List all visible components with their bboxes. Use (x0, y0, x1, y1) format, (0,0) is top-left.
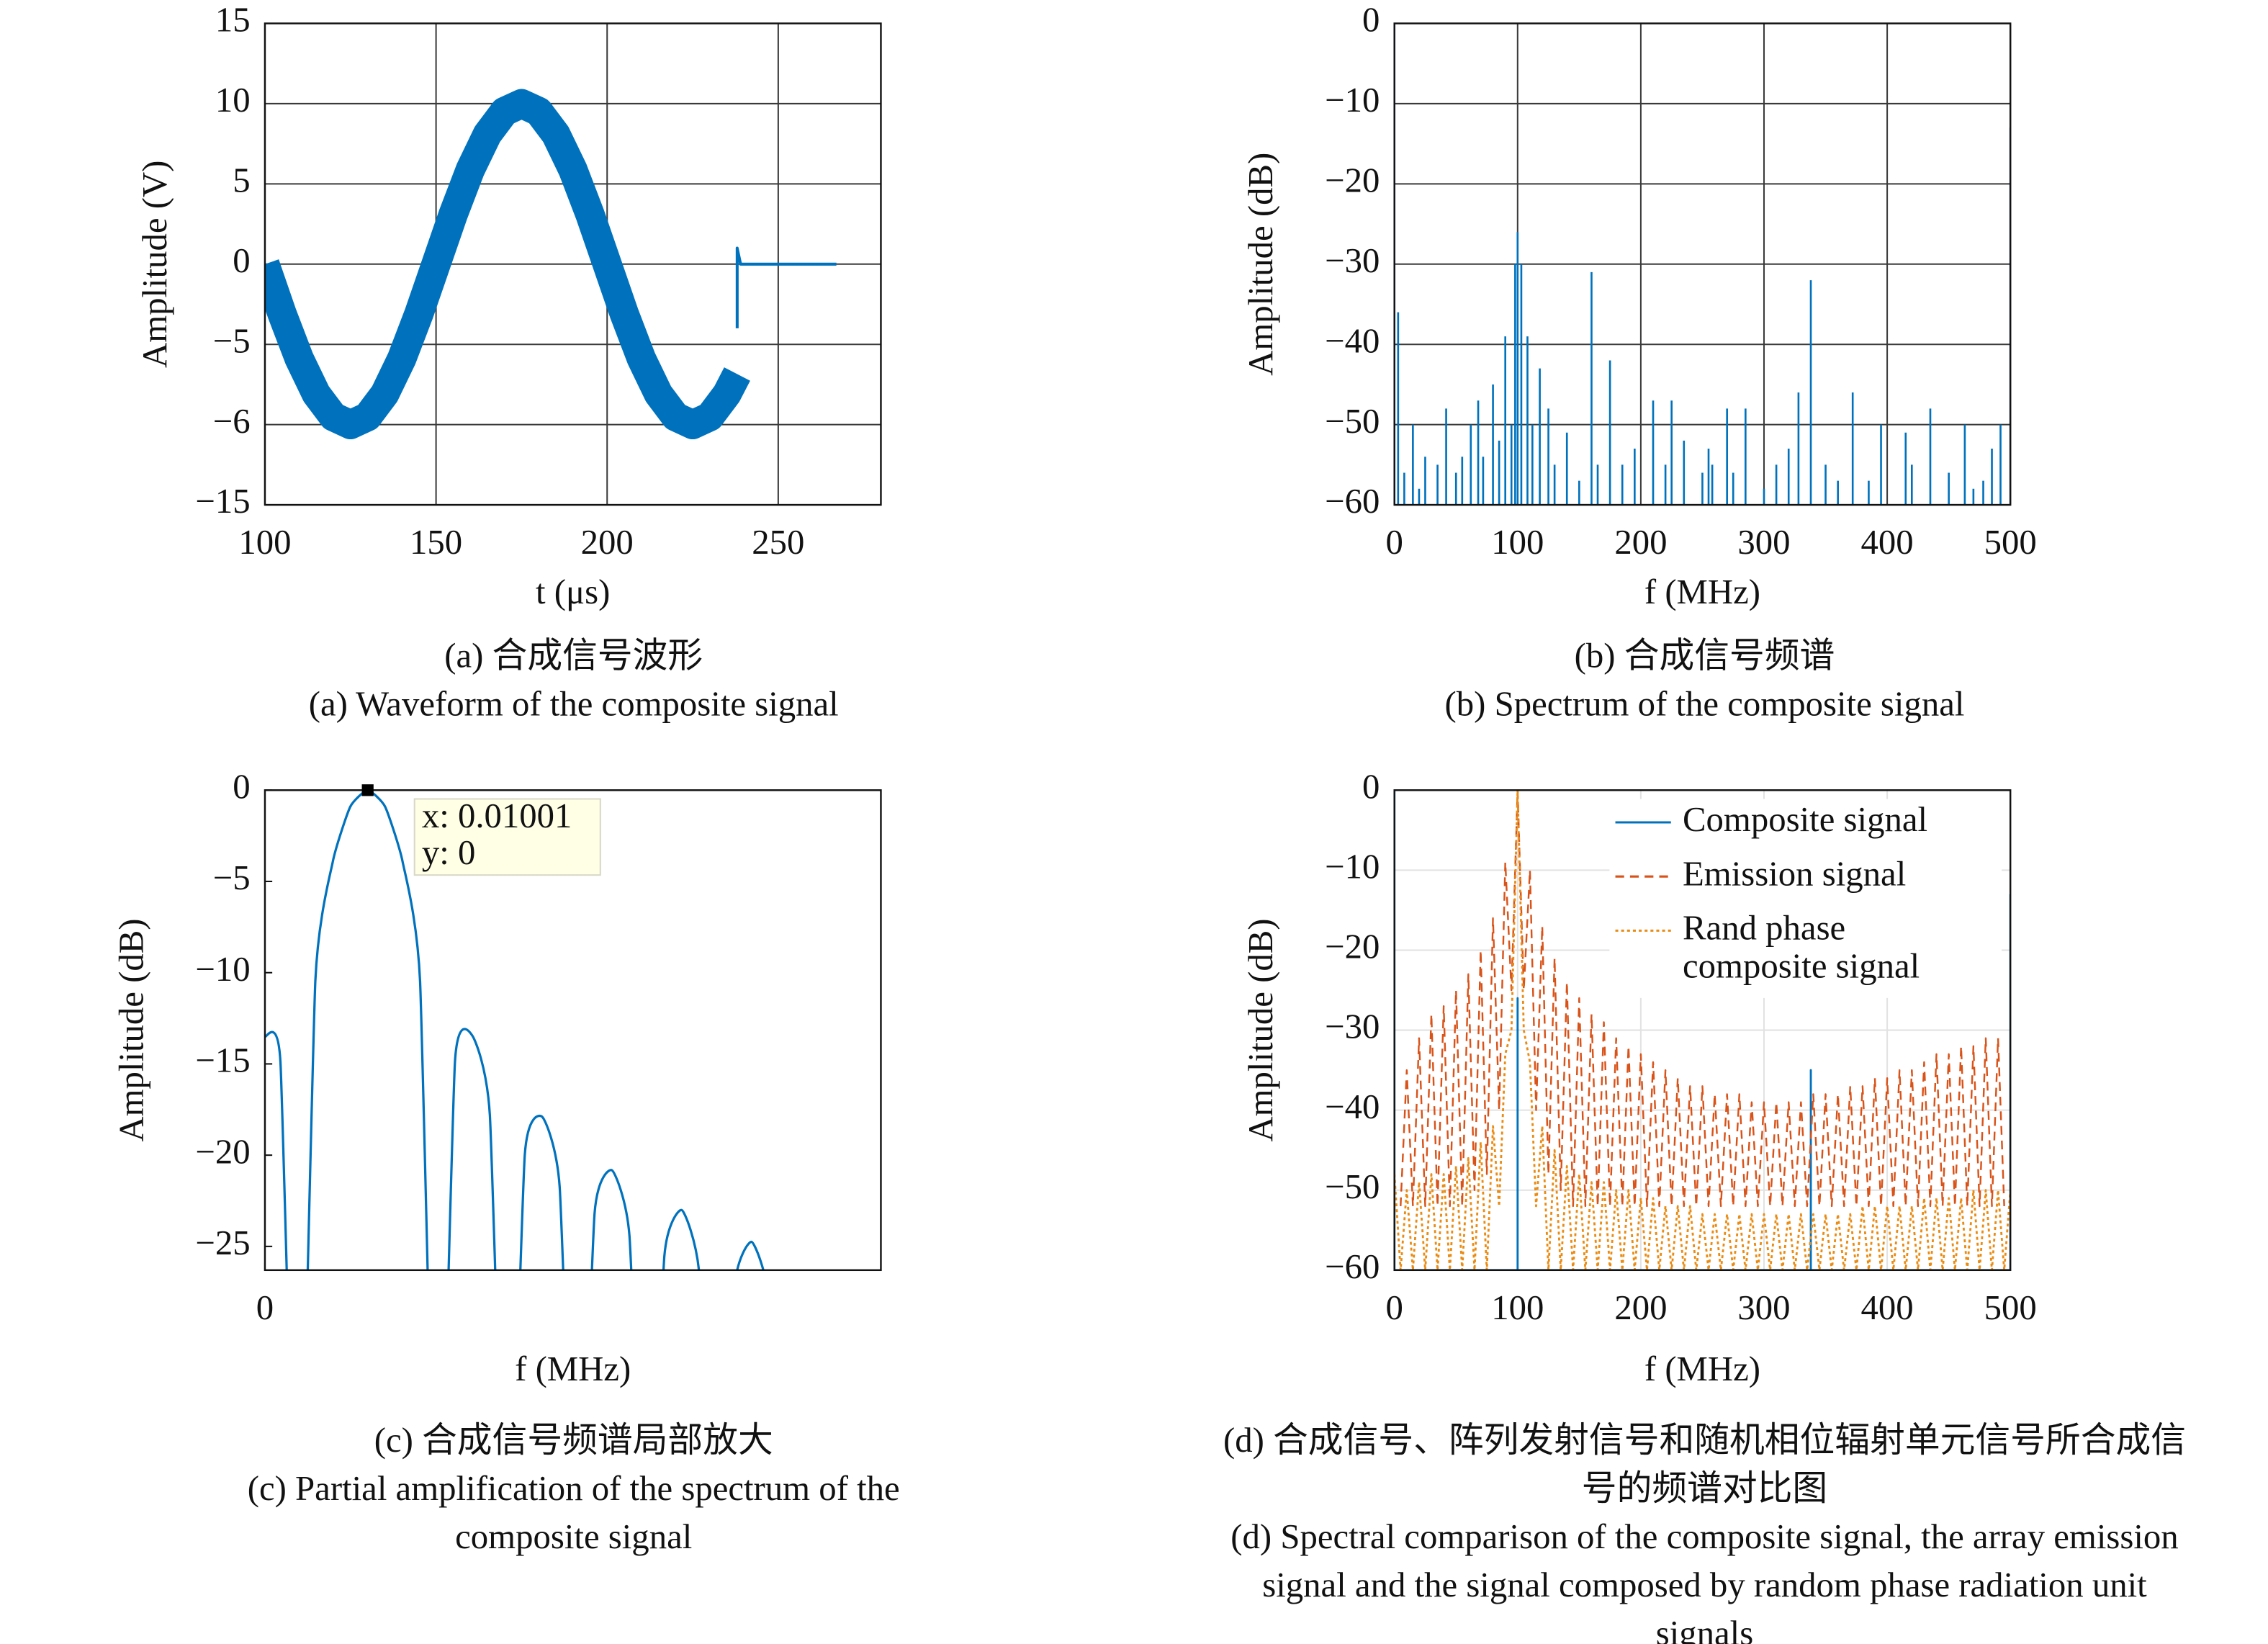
caption: (c) 合成信号频谱局部放大 (c) Partial amplification … (247, 1422, 900, 1558)
x-tick-label: 300 (1737, 1288, 1790, 1327)
caption-en: (b) Spectrum of the composite signal (1444, 686, 1965, 724)
caption-cn: (d) 合成信号、阵列发射信号和随机相位辐射单元信号所合成信号的频谱对比图 (1223, 1422, 2187, 1509)
data-layer (1394, 790, 2011, 1270)
y-tick-label: −30 (1325, 1007, 1380, 1046)
caption-en: (c) Partial amplification of the spectru… (247, 1470, 900, 1558)
data-layer (264, 790, 765, 1270)
legend-entry: Emission signal (1683, 855, 1907, 894)
y-tick-label: −30 (1325, 241, 1380, 280)
x-tick-label: 300 (1737, 523, 1790, 562)
y-tick-label: −60 (1325, 482, 1380, 521)
y-tick-label: −20 (1325, 161, 1380, 200)
y-tick-label: −20 (195, 1132, 250, 1171)
x-tick-label: 400 (1861, 523, 1914, 562)
legend-box (1609, 799, 2002, 998)
legend-label: Rand phase composite signal (1683, 909, 1920, 987)
x-tick-label: 200 (1614, 1288, 1667, 1327)
x-tick-label: 0 (1386, 1288, 1403, 1327)
y-axis-label: Amplitude (dB) (1241, 153, 1280, 376)
y-tick-label: −25 (195, 1223, 250, 1262)
y-tick-label: −60 (1325, 1247, 1380, 1286)
legend-entry: Rand phase composite signal (1683, 909, 1920, 987)
caption-cn: (c) 合成信号频谱局部放大 (374, 1422, 773, 1460)
datatip-text: x: 0.01001 (422, 796, 572, 835)
plot-frame (1393, 789, 2012, 1272)
series-line (735, 246, 837, 328)
data-layer (264, 89, 837, 439)
plot-frame (264, 789, 882, 1272)
legend-label: Composite signal (1683, 801, 1928, 840)
series-line (264, 790, 765, 1270)
caption: (d) 合成信号、阵列发射信号和随机相位辐射单元信号所合成信号的频谱对比图 (d)… (1223, 1422, 2187, 1644)
x-tick-label: 100 (1491, 523, 1544, 562)
series-line (1394, 790, 2011, 1270)
y-tick-label: 10 (215, 81, 251, 120)
y-tick-label: −50 (1325, 402, 1380, 441)
y-tick-label: 0 (1362, 767, 1380, 806)
x-axis-label: f (MHz) (515, 1349, 631, 1388)
caption: (a) 合成信号波形 (a) Waveform of the composite … (308, 637, 839, 724)
y-axis-label: Amplitude (dB) (1241, 919, 1280, 1142)
x-tick-label: 150 (410, 523, 462, 562)
y-tick-label: −15 (195, 482, 250, 521)
y-axis-label: Amplitude (dB) (112, 919, 150, 1142)
y-tick-label: −40 (1325, 321, 1380, 360)
series-line (1400, 790, 2005, 1208)
y-tick-label: 0 (233, 767, 250, 806)
datatip-text: y: 0 (422, 833, 475, 872)
y-tick-label: 0 (233, 241, 250, 280)
x-tick-label: 200 (581, 523, 634, 562)
plot-frame (1393, 22, 2012, 506)
y-tick-label: −10 (195, 950, 250, 989)
x-tick-label: 0 (1386, 523, 1403, 562)
y-tick-label: 5 (233, 161, 250, 200)
y-tick-label: −10 (1325, 81, 1380, 120)
y-tick-label: −50 (1325, 1167, 1380, 1206)
caption: (b) 合成信号频谱 (b) Spectrum of the composite … (1444, 637, 1965, 724)
x-tick-label: 100 (238, 523, 291, 562)
y-tick-label: 0 (1362, 1, 1380, 40)
x-tick-label: 100 (1491, 1288, 1544, 1327)
legend-entry: Composite signal (1683, 801, 1928, 840)
y-tick-label: −5 (213, 858, 251, 897)
x-tick-label: 400 (1861, 1288, 1914, 1327)
series-line (264, 89, 750, 439)
y-tick-label: −10 (1325, 848, 1380, 886)
caption-en: (d) Spectral comparison of the composite… (1230, 1519, 2179, 1644)
y-axis-label: Amplitude (V) (135, 161, 174, 368)
caption-cn: (b) 合成信号频谱 (1574, 637, 1835, 676)
y-tick-label: −20 (1325, 927, 1380, 966)
y-tick-label: −6 (213, 402, 251, 441)
x-axis-label: f (MHz) (1644, 572, 1760, 611)
y-tick-label: −15 (195, 1041, 250, 1080)
x-tick-label: 500 (1984, 1288, 2037, 1327)
x-tick-label: 0 (256, 1288, 274, 1327)
x-tick-label: 250 (752, 523, 804, 562)
x-tick-label: 500 (1984, 523, 2037, 562)
legend-label: Emission signal (1683, 855, 1907, 894)
x-axis-label: t (μs) (536, 572, 610, 611)
datatip-box (413, 798, 601, 876)
caption-cn: (a) 合成信号波形 (444, 637, 703, 676)
x-axis-label: f (MHz) (1644, 1349, 1760, 1388)
y-tick-label: −5 (213, 321, 251, 360)
caption-en: (a) Waveform of the composite signal (308, 686, 839, 724)
data-layer (1394, 23, 2011, 506)
x-tick-label: 200 (1614, 523, 1667, 562)
y-tick-label: −40 (1325, 1087, 1380, 1126)
datatip-marker (361, 784, 374, 796)
y-tick-label: 15 (215, 1, 251, 40)
plot-frame (264, 22, 882, 506)
